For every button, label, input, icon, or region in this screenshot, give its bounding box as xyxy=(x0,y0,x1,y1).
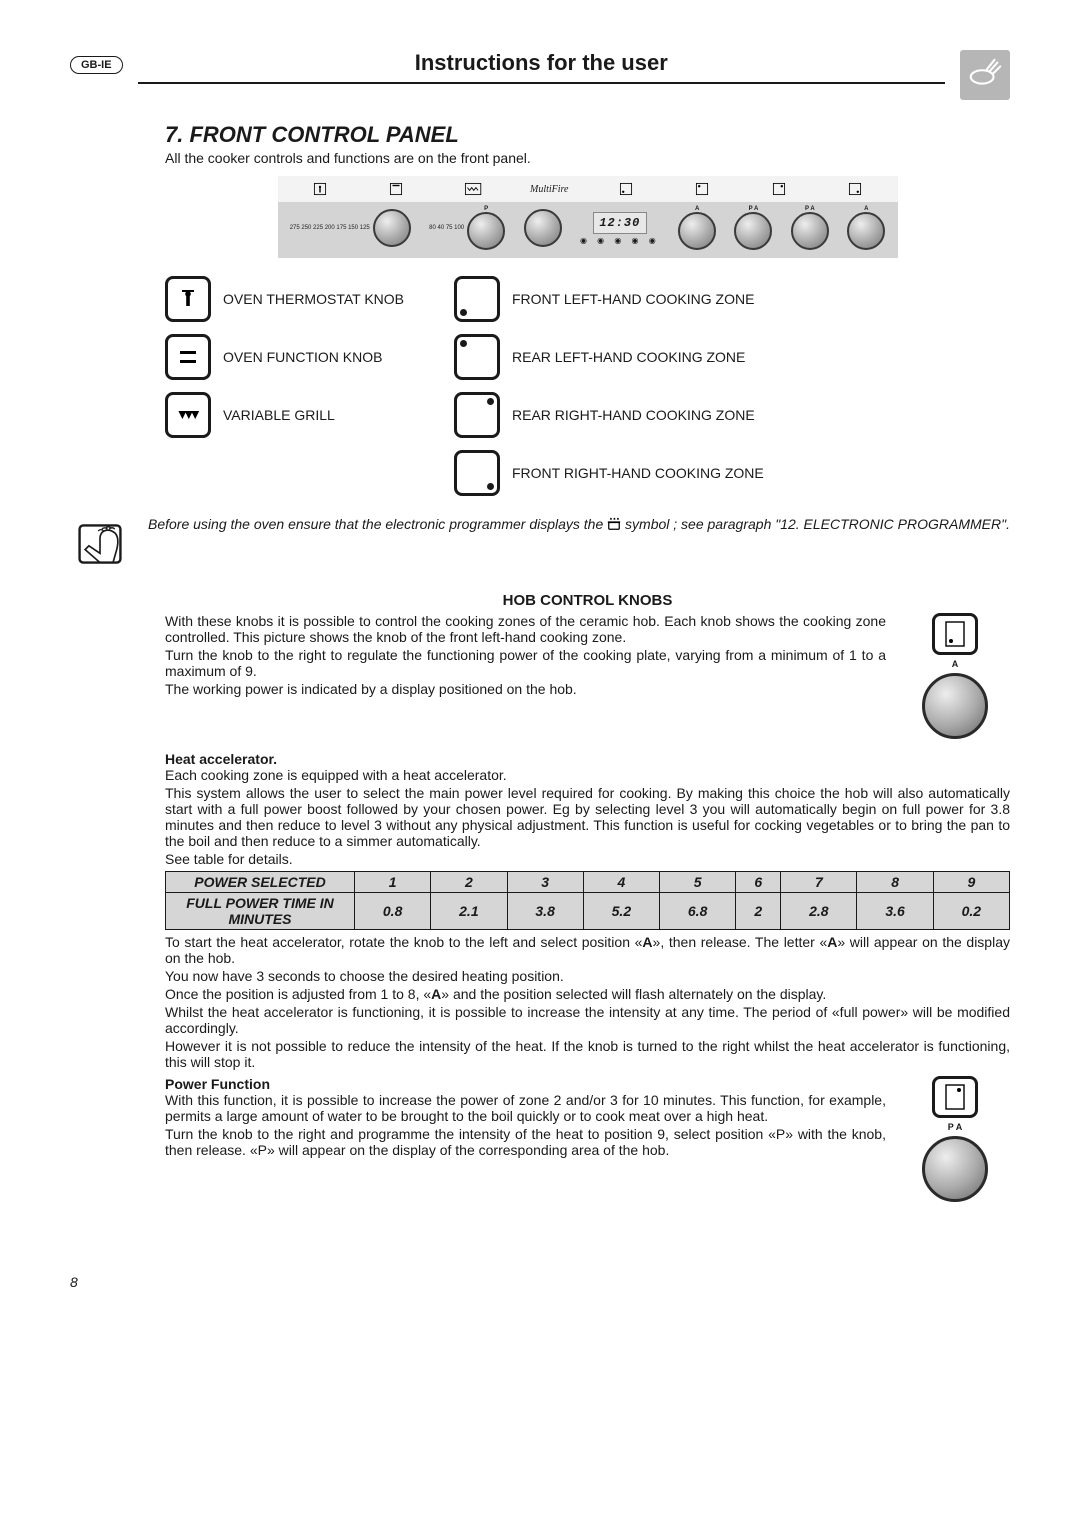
after-table-paragraph: Whilst the heat accelerator is functioni… xyxy=(165,1004,1010,1036)
hob-paragraph: With these knobs it is possible to contr… xyxy=(165,613,1010,645)
legend-row: OVEN FUNCTION KNOB xyxy=(165,334,404,380)
after-table-paragraph: To start the heat accelerator, rotate th… xyxy=(165,934,1010,966)
note-hand-icon xyxy=(70,516,130,572)
programmer-display: 12:30 ◉ ◉ ◉ ◉ ◉ xyxy=(580,212,660,245)
zone-icon xyxy=(454,450,500,496)
legend-row: FRONT LEFT-HAND COOKING ZONE xyxy=(454,276,764,322)
multifire-label: MultiFire xyxy=(519,180,579,198)
brand-icon xyxy=(960,50,1010,100)
function-icon xyxy=(366,180,426,198)
heat-accel-heading: Heat accelerator. xyxy=(165,751,1010,767)
power-function-heading: Power Function xyxy=(165,1076,1010,1092)
power-table: POWER SELECTED 123 456 789 FULL POWER TI… xyxy=(165,871,1010,930)
thermostat-knob xyxy=(373,209,411,247)
heat-paragraph: Each cooking zone is equipped with a hea… xyxy=(165,767,1010,783)
heat-paragraph: This system allows the user to select th… xyxy=(165,785,1010,849)
zone-fr-knob xyxy=(847,212,885,250)
zone-rr-icon xyxy=(749,180,809,198)
after-table-paragraph: Once the position is adjusted from 1 to … xyxy=(165,986,1010,1002)
legend-row: REAR LEFT-HAND COOKING ZONE xyxy=(454,334,764,380)
page-title: Instructions for the user xyxy=(415,50,668,75)
function-icon xyxy=(165,334,211,380)
power-function-paragraph: Turn the knob to the right and programme… xyxy=(165,1126,1010,1158)
grill-icon xyxy=(443,180,503,198)
thermostat-icon xyxy=(290,180,350,198)
hob-paragraph: The working power is indicated by a disp… xyxy=(165,681,1010,697)
legend-row: REAR RIGHT-HAND COOKING ZONE xyxy=(454,392,764,438)
grill-icon xyxy=(165,392,211,438)
hob-paragraph: Turn the knob to the right to regulate t… xyxy=(165,647,1010,679)
zone-icon xyxy=(454,334,500,380)
after-table-paragraph: However it is not possible to reduce the… xyxy=(165,1038,1010,1070)
programmer-note: Before using the oven ensure that the el… xyxy=(148,516,1010,532)
after-table-paragraph: You now have 3 seconds to choose the des… xyxy=(165,968,1010,984)
zone-fl-icon xyxy=(596,180,656,198)
legend-row: VARIABLE GRILL xyxy=(165,392,404,438)
zone-rl-knob xyxy=(734,212,772,250)
grill-knob xyxy=(524,209,562,247)
section-heading: 7. FRONT CONTROL PANEL xyxy=(165,122,1010,148)
function-knob xyxy=(467,212,505,250)
zone-rr-knob xyxy=(791,212,829,250)
power-function-paragraph: With this function, it is possible to in… xyxy=(165,1092,1010,1124)
thermostat-icon xyxy=(165,276,211,322)
zone-icon xyxy=(454,392,500,438)
section-intro: All the cooker controls and functions ar… xyxy=(165,150,1010,166)
zone-icon xyxy=(454,276,500,322)
heat-paragraph: See table for details. xyxy=(165,851,1010,867)
power-knob-illustration: P A xyxy=(900,1076,1010,1202)
hob-heading: HOB CONTROL KNOBS xyxy=(165,592,1010,609)
language-badge: GB-IE xyxy=(70,56,123,74)
legend-row: FRONT RIGHT-HAND COOKING ZONE xyxy=(454,450,764,496)
zone-fr-icon xyxy=(825,180,885,198)
page-number: 8 xyxy=(70,1274,1080,1290)
legend-row: OVEN THERMOSTAT KNOB xyxy=(165,276,404,322)
zone-fl-knob xyxy=(678,212,716,250)
control-panel-illustration: MultiFire 275 250 225 200 175 150 125 80… xyxy=(278,176,898,258)
zone-rl-icon xyxy=(672,180,732,198)
hob-knob-illustration: A xyxy=(900,613,1010,739)
